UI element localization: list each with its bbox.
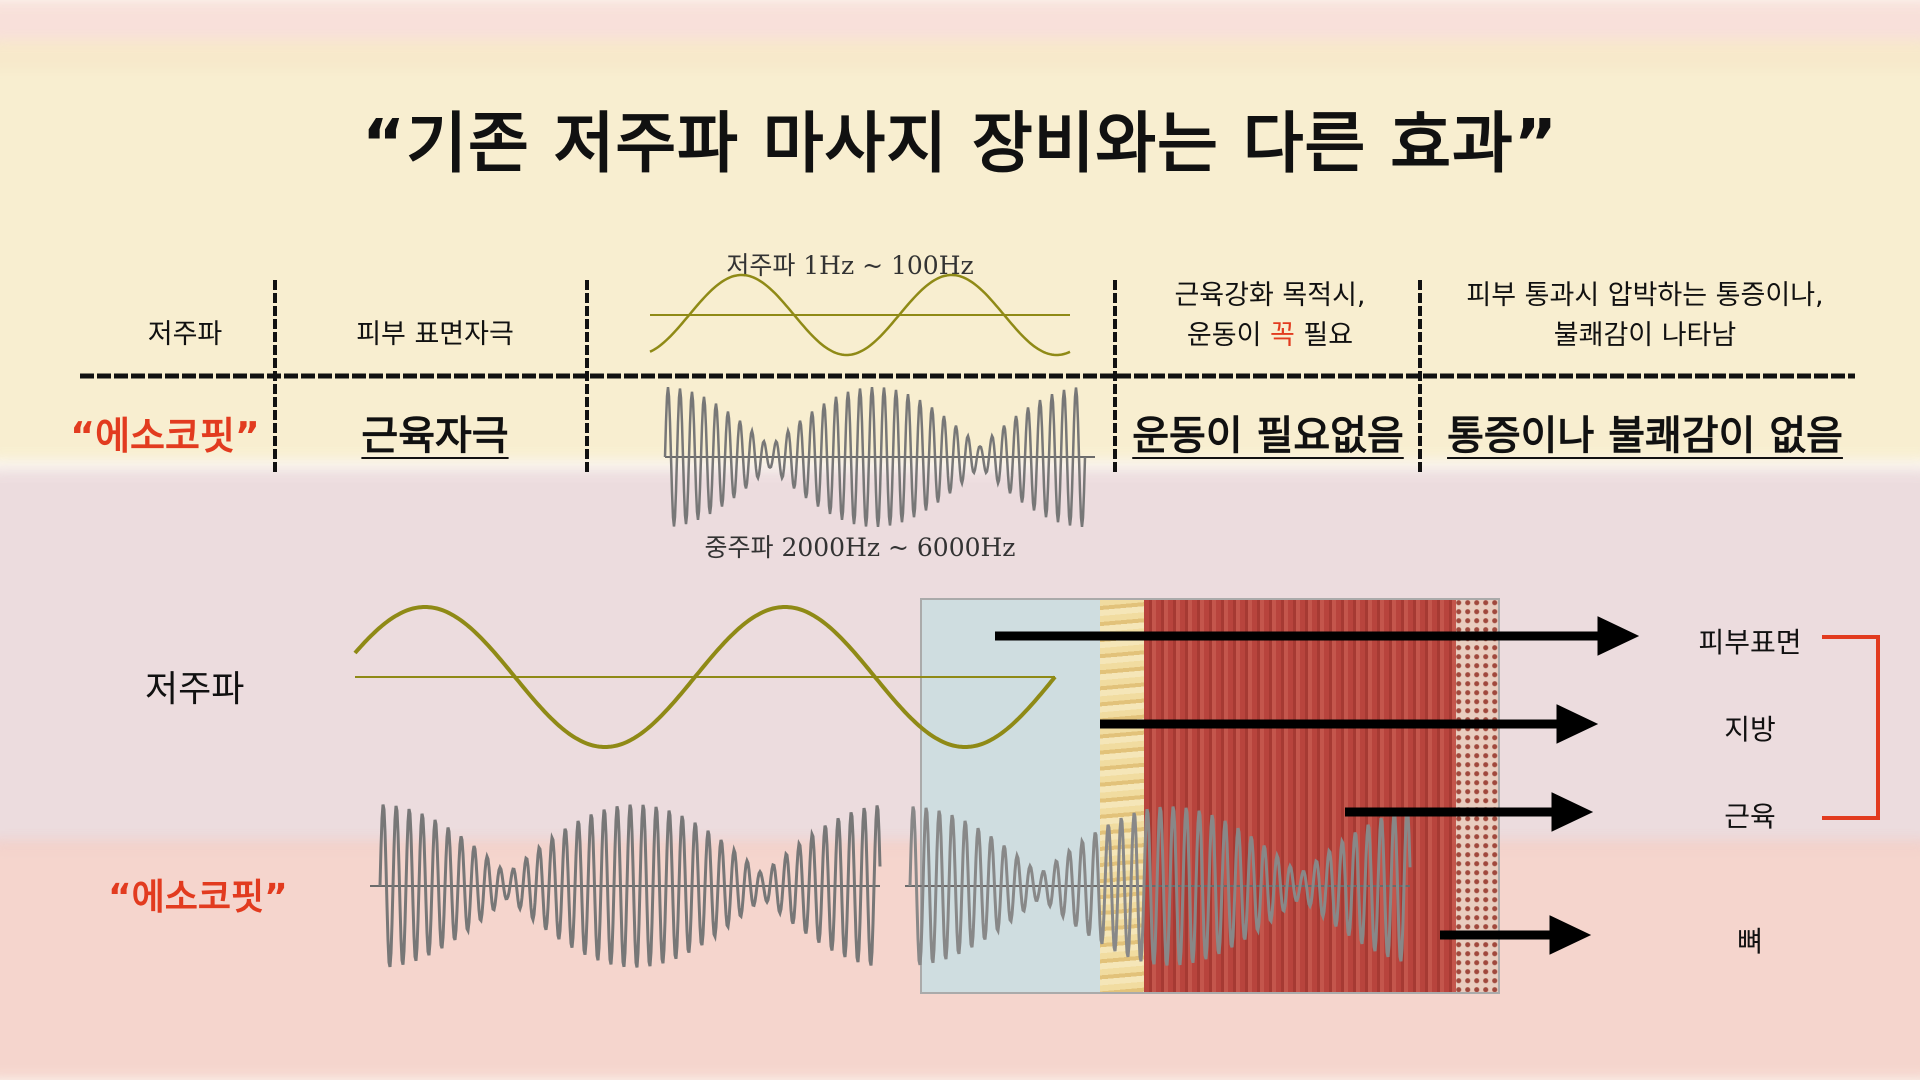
- row1-note-line1: 근육강화 목적시,: [1174, 280, 1366, 311]
- row1-note: 근육강화 목적시, 운동이 꼭 필요: [1125, 276, 1415, 356]
- arrow-fat: [1100, 704, 1599, 744]
- row2-wave-caption: 중주파 2000Hz ~ 6000Hz: [704, 533, 1016, 562]
- row2-note: 운동이 필요없음: [1132, 413, 1404, 459]
- page-title: “기존 저주파 마사지 장비와는 다른 효과”: [361, 105, 1559, 182]
- skin-layer: [922, 600, 1100, 992]
- table-mid-wave: [663, 386, 1095, 528]
- arrow-muscle: [1345, 792, 1594, 832]
- row1-name: 저주파: [147, 319, 223, 350]
- background-band-yellow: [0, 40, 1920, 460]
- row1-feeling-line2: 불쾌감이 나타남: [1553, 320, 1737, 351]
- table-low-wave: [649, 273, 1071, 357]
- arrow-skin: [995, 616, 1640, 656]
- row1-note-line2b: 필요: [1294, 320, 1354, 351]
- layer-label-bone: 뼈: [1737, 925, 1763, 958]
- diagram-low-label: 저주파: [145, 669, 245, 710]
- row1-effect: 피부 표면자극: [356, 319, 514, 350]
- diagram-mid-label: “에소코핏”: [108, 877, 288, 918]
- layer-bracket: [1822, 635, 1880, 820]
- row1-note-emphasis: 꼭: [1270, 320, 1295, 351]
- layer-label-skin: 피부표면: [1698, 626, 1802, 659]
- row1-note-line2a: 운동이: [1186, 320, 1270, 351]
- fat-layer: [1100, 600, 1144, 992]
- layer-label-fat: 지방: [1724, 713, 1776, 746]
- row1-feeling: 피부 통과시 압박하는 통증이나, 불쾌감이 나타남: [1430, 276, 1860, 356]
- arrow-bone: [1440, 915, 1592, 955]
- bone-layer: [1456, 600, 1498, 992]
- row2-effect: 근육자극: [361, 413, 509, 459]
- row2-name: “에소코핏”: [70, 414, 260, 458]
- row2-feeling: 통증이나 불쾌감이 없음: [1447, 413, 1843, 459]
- layer-label-muscle: 근육: [1724, 800, 1776, 833]
- row1-wave-caption: 저주파 1Hz ~ 100Hz: [726, 251, 974, 280]
- row1-feeling-line1: 피부 통과시 압박하는 통증이나,: [1466, 280, 1824, 311]
